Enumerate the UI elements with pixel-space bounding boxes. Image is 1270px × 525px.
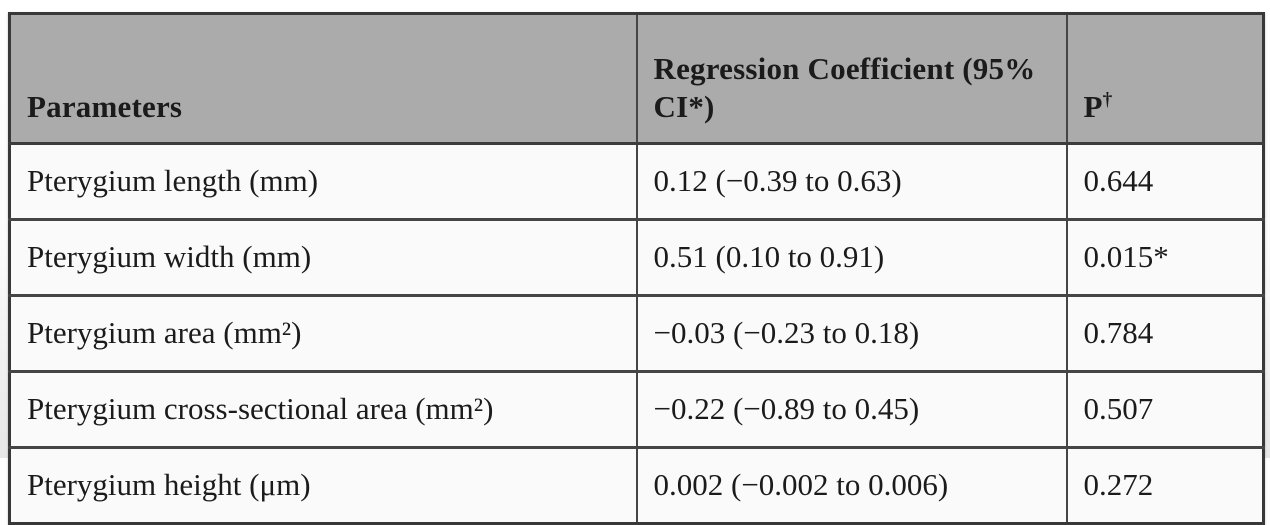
p-label: P [1083,89,1103,125]
parameter-cell: Pterygium height (μm) [8,446,638,525]
table-header: Parameters Regression Coefficient (95% C… [8,12,1265,145]
coefficient-cell: 0.002 (−0.002 to 0.006) [635,446,1068,525]
parameter-cell: Pterygium width (mm) [8,218,638,297]
p-value-cell: 0.272 [1065,446,1265,525]
parameter-cell: Pterygium cross-sectional area (mm²) [8,370,638,449]
dagger-superscript: † [1102,89,1113,111]
header-row: Parameters Regression Coefficient (95% C… [8,12,1265,145]
table-body: Pterygium length (mm) 0.12 (−0.39 to 0.6… [8,142,1265,525]
coefficient-cell: −0.03 (−0.23 to 0.18) [635,294,1068,373]
p-value-cell: 0.644 [1065,142,1265,221]
header-cell-parameters: Parameters [8,12,638,145]
coefficient-cell: 0.12 (−0.39 to 0.63) [635,142,1068,221]
table-row: Pterygium cross-sectional area (mm²) −0.… [8,370,1265,449]
regression-table: Parameters Regression Coefficient (95% C… [8,12,1265,525]
coefficient-cell: −0.22 (−0.89 to 0.45) [635,370,1068,449]
page: Parameters Regression Coefficient (95% C… [8,12,1265,525]
table-row: Pterygium height (μm) 0.002 (−0.002 to 0… [8,446,1265,525]
table-row: Pterygium area (mm²) −0.03 (−0.23 to 0.1… [8,294,1265,373]
coefficient-cell: 0.51 (0.10 to 0.91) [635,218,1068,297]
parameter-cell: Pterygium length (mm) [8,142,638,221]
p-value-cell: 0.015* [1065,218,1265,297]
table-row: Pterygium length (mm) 0.12 (−0.39 to 0.6… [8,142,1265,221]
header-cell-regression-coefficient: Regression Coefficient (95% CI*) [635,12,1068,145]
p-value-cell: 0.507 [1065,370,1265,449]
parameter-cell: Pterygium area (mm²) [8,294,638,373]
table-row: Pterygium width (mm) 0.51 (0.10 to 0.91)… [8,218,1265,297]
header-cell-p-value: P† [1065,12,1265,145]
p-value-cell: 0.784 [1065,294,1265,373]
